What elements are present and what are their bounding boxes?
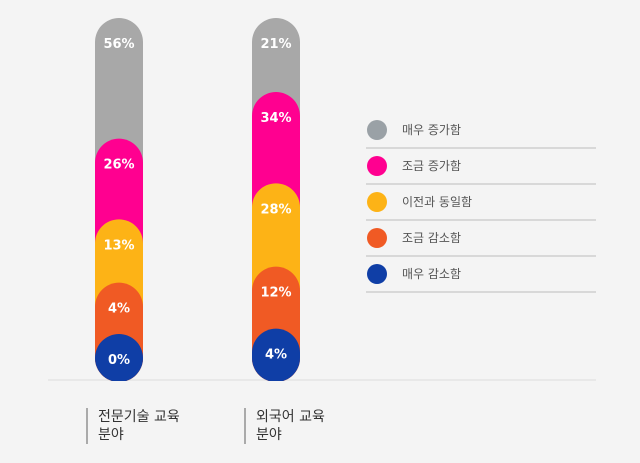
legend-label-4: 매우 감소함 [402, 267, 461, 281]
category-label-0: 전문기술 교육 분야 [86, 408, 180, 444]
category-label-1-line2: 분야 [256, 427, 282, 443]
bar-value-label-0-4: 0% [108, 353, 130, 368]
bar-segment-1-4 [252, 328, 300, 381]
legend-label-1: 조금 증가함 [402, 159, 461, 173]
bar-value-label-0-3: 4% [108, 302, 130, 317]
bar-value-label-1-4: 4% [265, 348, 287, 363]
legend-marker-0 [367, 120, 387, 140]
legend-marker-2 [367, 192, 387, 212]
legend-marker-1 [367, 156, 387, 176]
legend-label-3: 조금 감소함 [402, 231, 461, 245]
category-label-0-line1: 전문기술 교육 [98, 409, 180, 425]
category-label-0-line2: 분야 [98, 427, 124, 443]
legend-label-2: 이전과 동일함 [402, 195, 472, 209]
legend-marker-4 [367, 264, 387, 284]
category-label-1-line1: 외국어 교육 [256, 409, 325, 425]
bars-group: 56% 26% 13% 4% 0% 21% 34% 28% 12% 4% [95, 18, 300, 381]
legend-marker-3 [367, 228, 387, 248]
bar-value-label-1-2: 28% [260, 202, 291, 217]
legend-label-0: 매우 증가함 [402, 123, 461, 137]
bar-value-label-1-1: 34% [260, 111, 291, 126]
bar-value-label-0-2: 13% [103, 238, 134, 253]
bar-stack-1 [252, 18, 300, 381]
bar-value-label-1-0: 21% [260, 37, 291, 52]
bar-value-label-1-3: 12% [260, 286, 291, 301]
bar-segment-0-4 [95, 334, 143, 381]
bar-value-label-0-1: 26% [103, 158, 134, 173]
bar-value-label-0-0: 56% [103, 37, 134, 52]
bar-stack-0 [95, 18, 143, 381]
category-label-1: 외국어 교육 분야 [244, 408, 325, 444]
